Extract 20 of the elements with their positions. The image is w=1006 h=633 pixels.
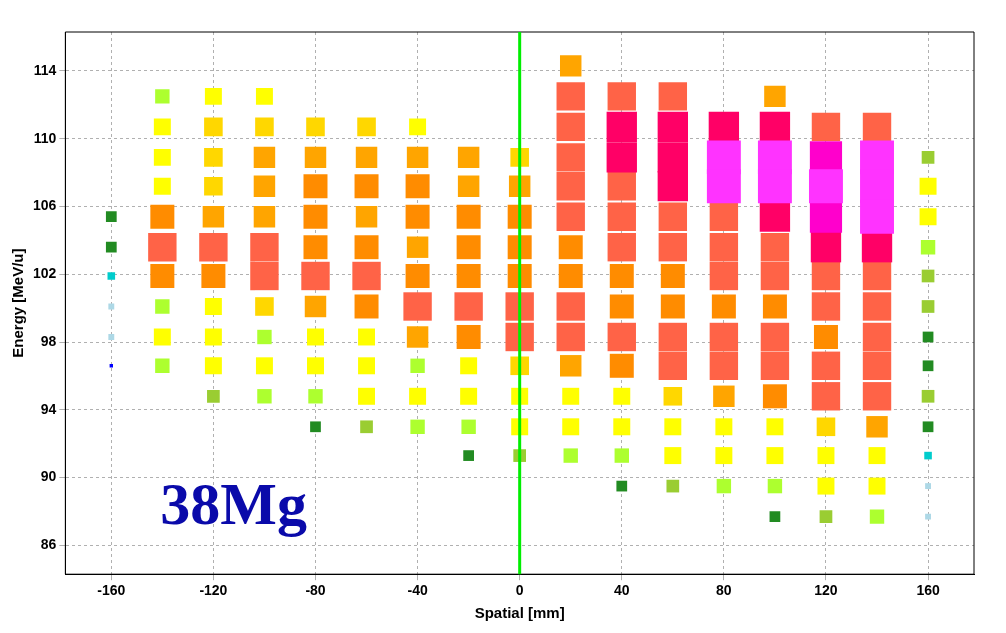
- y-axis-title: Energy [MeV/u]: [9, 248, 27, 358]
- y-tick-label: 90: [40, 468, 57, 485]
- x-tick-label: -120: [199, 582, 228, 599]
- y-tick-label: 98: [40, 332, 57, 349]
- y-tick-label: 94: [40, 400, 57, 417]
- y-tick-label: 106: [33, 197, 57, 214]
- x-tick-label: 160: [916, 582, 940, 599]
- x-tick-label: 40: [613, 582, 630, 599]
- x-tick-label: 80: [716, 582, 732, 599]
- x-tick-label: 0: [515, 582, 524, 599]
- y-tick-label: 102: [33, 265, 57, 282]
- y-tick-label: 114: [33, 61, 57, 78]
- y-tick-label: 110: [33, 129, 57, 146]
- annotation: 38Mg: [160, 471, 307, 538]
- x-tick-label: -160: [97, 582, 126, 599]
- x-tick-label: 120: [814, 582, 838, 599]
- x-axis-title: Spatial [mm]: [474, 604, 565, 622]
- y-tick-label: 86: [40, 536, 57, 553]
- x-tick-label: -80: [305, 582, 326, 599]
- x-tick-label: -40: [407, 582, 428, 599]
